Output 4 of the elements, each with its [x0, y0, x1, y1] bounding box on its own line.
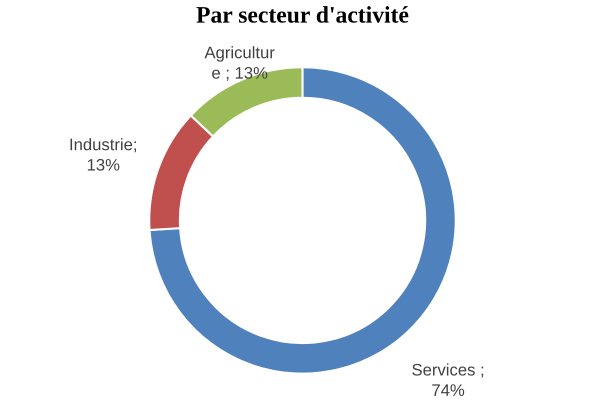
data-label: Agricultur e ; 13%: [204, 46, 275, 81]
data-label: Industrie; 13%: [70, 138, 136, 171]
chart-title: Par secteur d'activité: [196, 6, 408, 23]
data-label: Services ; 74%: [412, 363, 484, 396]
